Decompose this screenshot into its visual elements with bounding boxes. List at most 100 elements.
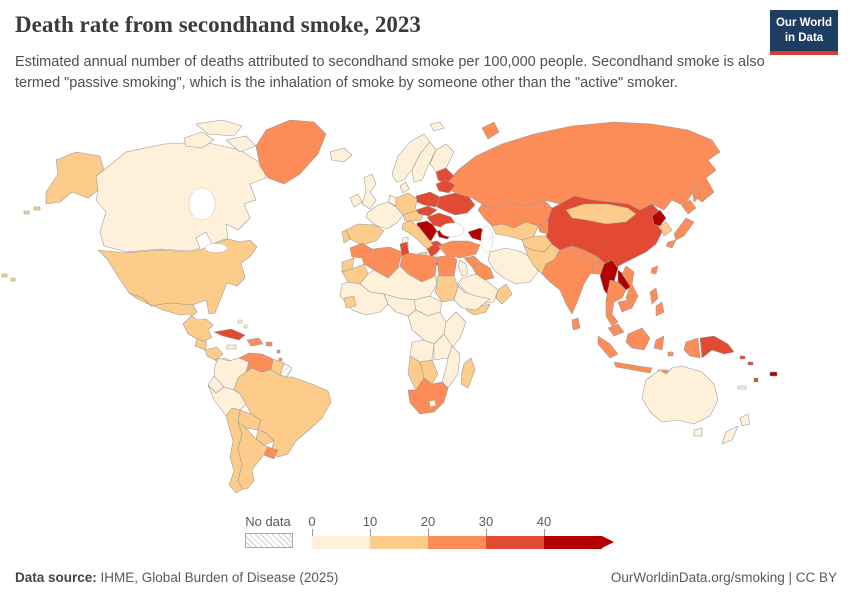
country-cambodia[interactable] [617,299,633,313]
country-portugal[interactable] [341,229,351,244]
legend-tick-mark-20 [428,529,429,536]
country-fiji[interactable] [769,371,778,377]
country-philippines[interactable] [649,287,665,317]
country-nepal[interactable] [569,249,587,261]
country-puerto-rico[interactable] [265,341,273,347]
chart-subtitle: Estimated annual number of deaths attrib… [15,54,765,91]
country-australia[interactable] [641,365,719,437]
country-north-korea[interactable] [651,209,667,227]
country-madagascar[interactable] [460,357,476,389]
world-map [1,119,778,494]
country-hispaniola[interactable] [246,337,264,347]
country-alaska[interactable] [23,151,105,215]
country-mozambique-zimbabwe[interactable] [441,345,461,389]
license-link[interactable]: OurWorldinData.org/smoking | CC BY [610,570,837,585]
owid-logo-line2: in Data [784,31,824,44]
legend-tick-label-20: 20 [420,514,436,529]
country-oman[interactable] [495,283,513,305]
legend-band-0-10[interactable] [312,536,370,549]
country-czech-slovakia[interactable] [415,205,438,217]
country-indonesia[interactable] [597,327,681,376]
country-peru[interactable] [207,384,247,417]
country-poland[interactable] [415,191,441,208]
country-iran[interactable] [487,247,539,285]
country-bangladesh[interactable] [591,261,603,275]
legend-band-30-40[interactable] [486,536,544,549]
country-cuba[interactable] [213,328,246,341]
owid-logo-line1: Our World [775,17,832,29]
country-malaysia[interactable] [607,323,625,337]
country-israel-jordan[interactable] [457,259,469,277]
legend-tick-mark-40 [544,529,545,536]
country-vanuatu[interactable] [753,377,759,383]
country-canada[interactable] [95,141,267,253]
country-paraguay[interactable] [255,429,275,446]
country-guinea[interactable] [343,295,357,309]
country-belarus[interactable] [435,179,456,194]
owid-logo: Our World in Data [770,10,838,55]
country-ukraine[interactable] [436,192,476,216]
lake-black-sea [439,222,465,238]
country-greenland[interactable] [255,119,327,185]
country-south-korea[interactable] [659,221,673,237]
country-argentina[interactable] [237,421,269,490]
legend-bar-arrow [602,536,614,548]
country-svalbard[interactable] [429,121,445,132]
legend-tick-label-0: 0 [308,514,316,529]
country-taiwan[interactable] [650,265,659,275]
country-mexico[interactable] [128,292,214,342]
legend-band-40+[interactable] [544,536,602,549]
country-horn-of-africa[interactable] [453,285,491,311]
country-novaya-zemlya[interactable] [481,121,500,140]
country-turkey[interactable] [437,240,481,259]
country-ireland[interactable] [349,193,363,208]
legend-band-10-20[interactable] [370,536,428,549]
country-lesser-antilles[interactable] [276,349,283,362]
legend-tick-label-30: 30 [478,514,494,529]
country-spain[interactable] [345,223,385,246]
country-egypt[interactable] [436,254,458,277]
country-south-africa[interactable] [407,377,449,415]
data-source-label: Data source: [15,570,97,585]
country-sri-lanka[interactable] [571,317,581,331]
country-honduras-nicaragua[interactable] [204,346,224,361]
country-mongolia[interactable] [565,203,637,225]
legend-tick-label-40: 40 [536,514,552,529]
country-west-papua[interactable] [683,337,701,359]
country-venezuela[interactable] [238,352,274,373]
lake-caspian-sea [480,225,494,253]
country-lesotho[interactable] [428,399,437,408]
data-source: Data source: IHME, Global Burden of Dise… [15,570,338,585]
country-jamaica[interactable] [226,344,237,350]
country-new-zealand[interactable] [721,413,751,445]
country-brazil[interactable] [233,367,332,458]
lake-hudson-bay [188,187,216,221]
country-france[interactable] [365,201,404,230]
country-papua-new-guinea[interactable] [699,335,735,359]
country-denmark[interactable] [399,181,410,194]
country-solomon-islands[interactable] [739,355,754,366]
country-benelux[interactable] [387,194,397,207]
country-japan[interactable] [665,199,697,249]
lake-great-lakes [204,243,228,253]
country-uk[interactable] [361,173,377,210]
legend-tick-mark-0 [312,529,313,536]
country-new-caledonia[interactable] [737,385,747,390]
country-uruguay[interactable] [263,446,279,460]
country-turkmenistan-uzbekistan[interactable] [491,221,539,241]
country-thailand[interactable] [605,279,627,327]
page-title: Death rate from secondhand smoke, 2023 [15,12,421,37]
country-hawaii[interactable] [1,273,16,282]
legend-tick-label-10: 10 [362,514,378,529]
legend-no-data-swatch[interactable] [245,533,293,548]
country-sweden[interactable] [411,141,437,183]
country-saudi-arabia[interactable] [457,273,499,305]
legend-no-data-label: No data [245,514,291,529]
country-baltics[interactable] [435,167,455,185]
legend-band-20-30[interactable] [428,536,486,549]
country-sudan[interactable] [434,275,459,303]
data-source-value: IHME, Global Burden of Disease (2025) [100,570,339,585]
country-bahamas[interactable] [237,319,248,329]
country-iceland[interactable] [329,147,353,163]
